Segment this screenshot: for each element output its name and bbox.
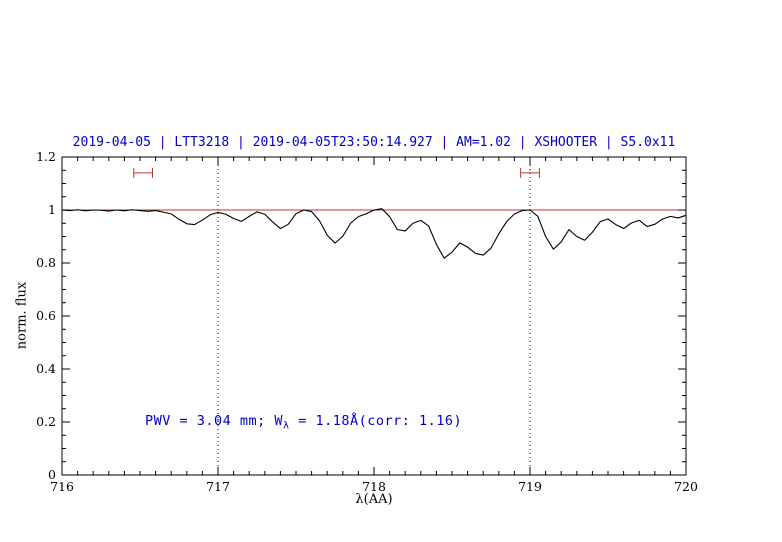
y-tick-label: 0.8: [36, 255, 56, 270]
pwv-annotation-post: = 1.18Å(corr: 1.16): [289, 413, 463, 429]
y-tick-label: 1: [48, 202, 56, 217]
pwv-annotation-pre: PWV = 3.04 mm; W: [145, 413, 284, 429]
y-tick-label: 0: [48, 467, 56, 482]
x-tick-label: 716: [50, 479, 74, 494]
x-tick-label: 717: [206, 479, 230, 494]
y-tick-label: 0.4: [36, 361, 56, 376]
pwv-annotation-sub: λ: [283, 420, 290, 432]
y-axis-label: norm. flux: [14, 281, 30, 350]
x-tick-label: 720: [674, 479, 698, 494]
x-tick-label: 719: [518, 479, 542, 494]
x-axis-label: λ(AA): [355, 492, 393, 507]
pwv-annotation: PWV = 3.04 mm; Wλ = 1.18Å(corr: 1.16): [145, 413, 462, 432]
y-tick-label: 1.2: [36, 149, 56, 164]
x-tick-label: 718: [362, 479, 386, 494]
y-tick-label: 0.2: [36, 414, 56, 429]
chart-title: 2019-04-05 | LTT3218 | 2019-04-05T23:50:…: [72, 135, 676, 150]
spectrum-line: [61, 208, 687, 259]
y-tick-label: 0.6: [36, 308, 56, 323]
